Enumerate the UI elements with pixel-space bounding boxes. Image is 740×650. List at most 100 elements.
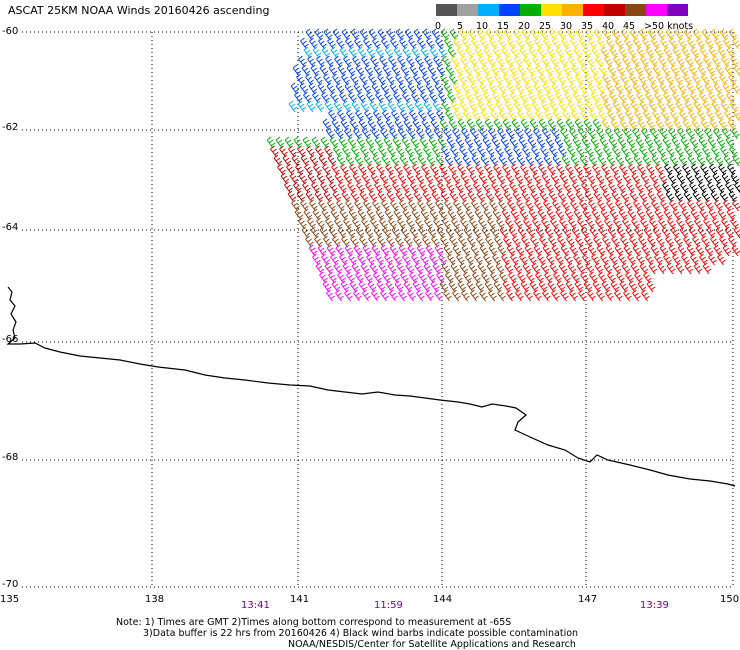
wind-barb: [694, 55, 703, 68]
wind-barb: [647, 190, 657, 203]
wind-barb: [465, 253, 474, 266]
wind-barb: [366, 208, 376, 221]
wind-barb: [563, 136, 573, 149]
wind-barb: [650, 244, 660, 257]
wind-barb: [312, 253, 321, 266]
wind-barb: [719, 190, 729, 203]
wind-barb: [570, 199, 579, 212]
wind-barb: [624, 37, 633, 50]
wind-barb: [363, 154, 373, 167]
wind-barb: [733, 109, 740, 122]
wind-barb: [429, 91, 438, 104]
wind-barb: [658, 55, 667, 68]
wind-barb: [358, 280, 368, 293]
wind-barb: [316, 172, 326, 185]
wind-barb: [361, 55, 370, 68]
wind-barb: [340, 280, 350, 293]
wind-barb: [301, 64, 311, 77]
wind-barb: [321, 208, 331, 221]
wind-barb: [714, 154, 724, 167]
wind-barb: [295, 163, 304, 176]
wind-barb: [574, 280, 584, 293]
wind-barb: [673, 163, 682, 176]
wind-barb: [483, 253, 492, 266]
wind-barb: [387, 100, 397, 113]
wind-barb: [570, 154, 580, 167]
wind-barb: [503, 73, 512, 86]
wind-barb: [696, 199, 705, 212]
wind-barb: [644, 136, 654, 149]
wind-barb: [343, 217, 352, 230]
wind-barb: [560, 82, 570, 95]
wind-barb: [515, 244, 525, 257]
wind-barb: [519, 91, 528, 104]
wind-barb: [543, 37, 552, 50]
wind-barb: [425, 127, 434, 140]
wind-barb: [604, 55, 613, 68]
wind-barb: [580, 226, 590, 239]
wind-barb: [266, 136, 276, 149]
wind-barb: [499, 64, 509, 77]
wind-barb: [698, 136, 708, 149]
wind-barb: [478, 217, 487, 230]
wind-barb: [352, 55, 361, 68]
wind-barb: [305, 235, 314, 248]
wind-barb: [470, 82, 480, 95]
wind-barb: [618, 91, 627, 104]
pass-time: 13:41: [241, 600, 270, 611]
wind-barb: [335, 127, 344, 140]
wind-barb: [690, 208, 700, 221]
wind-barb: [673, 118, 683, 131]
wind-barb: [372, 199, 381, 212]
scale-label: 25: [539, 21, 552, 32]
wind-barb: [333, 145, 342, 158]
wind-barb: [530, 73, 539, 86]
wind-barb: [722, 82, 732, 95]
wind-barb: [512, 190, 522, 203]
wind-barb: [547, 163, 556, 176]
wind-barb: [305, 190, 315, 203]
wind-barb: [492, 208, 502, 221]
wind-barb: [678, 199, 687, 212]
wind-barb: [315, 145, 324, 158]
wind-barb: [361, 217, 370, 230]
wind-barb: [368, 190, 378, 203]
wind-barb: [314, 190, 324, 203]
wind-barb: [304, 163, 313, 176]
wind-barb: [686, 244, 696, 257]
wind-barb: [291, 154, 301, 167]
wind-barb: [605, 82, 615, 95]
wind-barb: [550, 217, 559, 230]
wind-barb: [538, 118, 548, 131]
wind-barb: [712, 172, 722, 185]
wind-barb: [539, 28, 549, 41]
wind-barb: [561, 37, 570, 50]
wind-barb: [333, 262, 343, 275]
wind-barb: [724, 226, 734, 239]
wind-barb: [378, 100, 388, 113]
wind-barb: [462, 199, 471, 212]
wind-barb: [325, 217, 334, 230]
wind-barb: [698, 181, 707, 194]
wind-barb: [452, 127, 461, 140]
wind-barb: [710, 28, 720, 41]
wind-barb: [544, 271, 553, 284]
wind-barb: [455, 181, 464, 194]
wind-barb: [386, 73, 395, 86]
wind-barb: [404, 190, 414, 203]
wind-barb: [357, 208, 367, 221]
wind-barb: [429, 46, 439, 59]
wind-barb: [706, 226, 716, 239]
wind-barb: [314, 28, 324, 41]
wind-barb: [558, 145, 567, 158]
wind-barb: [563, 181, 572, 194]
wind-barb: [296, 73, 305, 86]
wind-barb: [394, 118, 404, 131]
wind-barb: [329, 136, 339, 149]
wind-barb: [523, 55, 532, 68]
wind-barb: [350, 28, 360, 41]
wind-barb: [471, 37, 480, 50]
wind-barb: [573, 46, 583, 59]
wind-barb: [609, 208, 619, 221]
wind-barb: [454, 109, 463, 122]
